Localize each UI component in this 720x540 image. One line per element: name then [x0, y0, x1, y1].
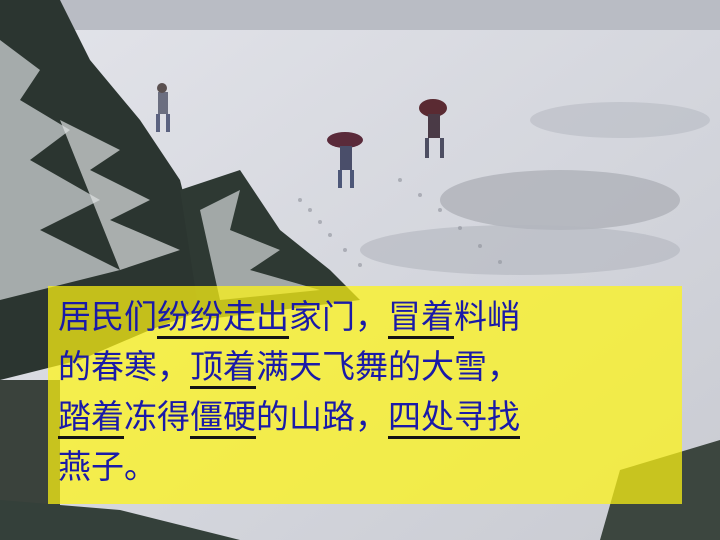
underlined-phrase-fenfen-zouchu: 纷纷走出: [157, 297, 289, 336]
underlined-phrase-tazhe: 踏着: [58, 397, 124, 436]
passage-line-3: 踏着冻得僵硬的山路，四处寻找: [58, 392, 672, 442]
text-segment: 的春寒，: [58, 347, 190, 386]
person-2: [327, 132, 363, 188]
passage-line-1: 居民们纷纷走出家门，冒着料峭: [58, 292, 672, 342]
text-segment: 满天飞舞的大雪，: [256, 347, 520, 386]
person-1: [156, 83, 170, 132]
underlined-phrase-maozhe: 冒着: [388, 297, 454, 336]
text-segment: 居民们: [58, 297, 157, 336]
text-segment: 料峭: [454, 297, 520, 336]
underlined-phrase-jiangying: 僵硬: [190, 397, 256, 436]
underlined-phrase-dingzhe: 顶着: [190, 347, 256, 386]
text-segment: 燕子。: [58, 447, 157, 486]
passage-line-2: 的春寒，顶着满天飞舞的大雪，: [58, 342, 672, 392]
text-segment: 家门，: [289, 297, 388, 336]
passage-line-4: 燕子。: [58, 442, 672, 492]
passage-text-box: 居民们纷纷走出家门，冒着料峭 的春寒，顶着满天飞舞的大雪， 踏着冻得僵硬的山路，…: [48, 286, 682, 504]
text-segment: 的山路，: [256, 397, 388, 436]
underlined-phrase-sichu-xunzhao: 四处寻找: [388, 397, 520, 436]
person-3: [419, 99, 447, 158]
text-segment: 冻得: [124, 397, 190, 436]
